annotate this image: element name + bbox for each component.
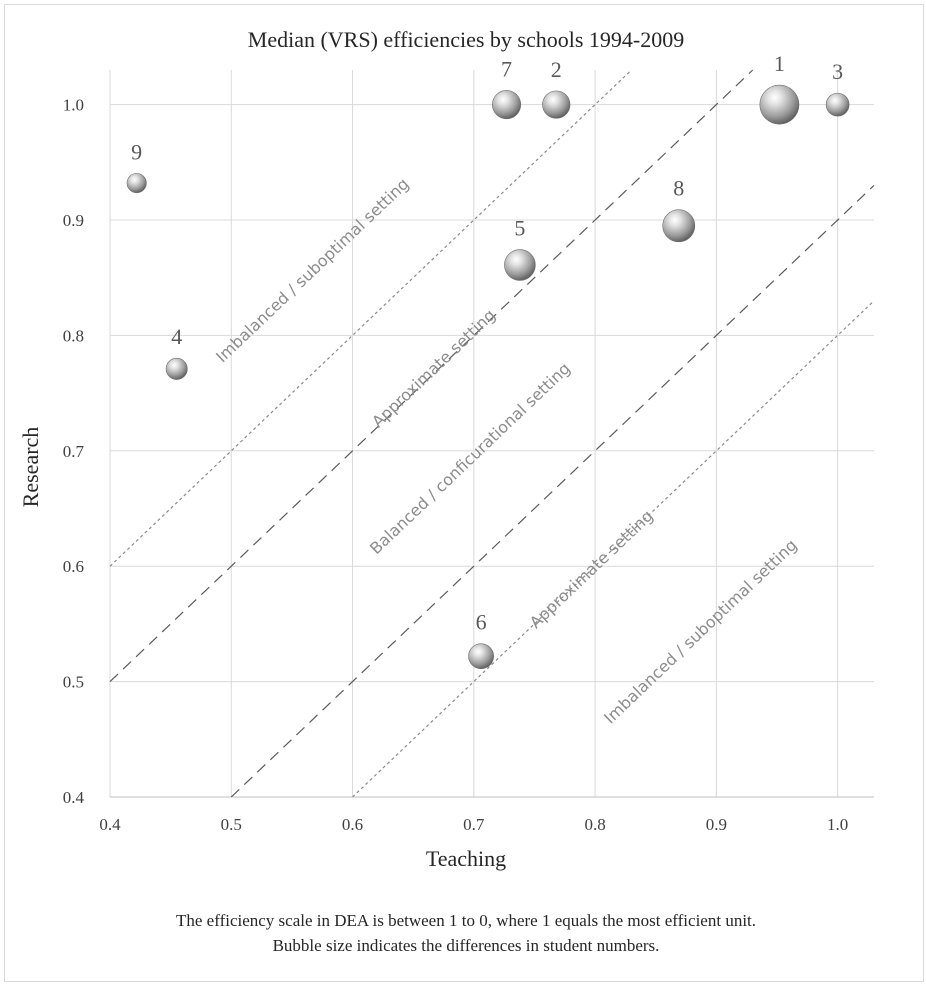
bubble-5: [504, 249, 536, 281]
y-tick-label: 0.9: [63, 211, 84, 230]
chart-title: Median (VRS) efficiencies by schools 199…: [248, 27, 684, 52]
bubble-label-3: 3: [832, 59, 843, 84]
zone-label: Approximate setting: [368, 305, 499, 431]
bubble-2: [542, 90, 571, 119]
reference-line: [230, 184, 875, 798]
bubble-label-4: 4: [171, 324, 182, 349]
y-tick-label: 0.4: [63, 788, 85, 807]
y-tick-label: 0.5: [63, 673, 84, 692]
bubble-label-1: 1: [774, 51, 785, 76]
y-tick-label: 0.6: [63, 557, 84, 576]
footnote-line-2: Bubble size indicates the differences in…: [273, 936, 660, 955]
bubble-label-7: 7: [501, 56, 512, 81]
x-tick-label: 1.0: [827, 815, 848, 834]
x-tick-label: 0.5: [221, 815, 242, 834]
x-tick-label: 0.7: [463, 815, 485, 834]
reference-lines: [109, 69, 875, 798]
x-tick-label: 0.6: [342, 815, 363, 834]
zone-label: Imbalanced / suboptimal setting: [600, 535, 801, 727]
tick-labels: 0.4 0.5 0.6 0.7 0.8 0.9 1.0 0.4 0.5 0.6 0.7 0.8 0.9 1…: [63, 96, 848, 834]
bubble-label-2: 2: [551, 57, 562, 82]
bubble-6: [468, 643, 494, 670]
x-tick-label: 0.4: [99, 815, 121, 834]
footnote-line-1: The efficiency scale in DEA is between 1…: [176, 911, 756, 930]
chart-frame: [4, 4, 924, 982]
reference-line: [109, 69, 632, 567]
bubble-4: [165, 357, 188, 380]
bubble-label-9: 9: [131, 139, 142, 164]
bubble-8: [662, 209, 696, 243]
x-tick-label: 0.9: [706, 815, 727, 834]
y-axis-label: Research: [18, 427, 43, 508]
bubbles: 1 2 3 4 5 6 7 8 9: [126, 51, 850, 670]
x-tick-label: 0.8: [584, 815, 605, 834]
y-tick-label: 0.7: [63, 442, 85, 461]
bubble-label-6: 6: [476, 610, 487, 635]
x-axis-label: Teaching: [426, 846, 506, 871]
bubble-1: [759, 84, 800, 125]
zone-label: Imbalanced / suboptimal setting: [212, 174, 413, 366]
bubble-7: [492, 90, 522, 120]
bubble-9: [126, 173, 147, 194]
bubble-label-5: 5: [514, 216, 525, 241]
y-tick-label: 0.8: [63, 326, 84, 345]
bubble-label-8: 8: [673, 176, 684, 201]
reference-line: [109, 69, 754, 683]
bubble-3: [825, 92, 850, 117]
zone-label: Approximate setting: [526, 506, 657, 632]
y-tick-label: 1.0: [63, 96, 84, 115]
grid: [109, 70, 874, 798]
